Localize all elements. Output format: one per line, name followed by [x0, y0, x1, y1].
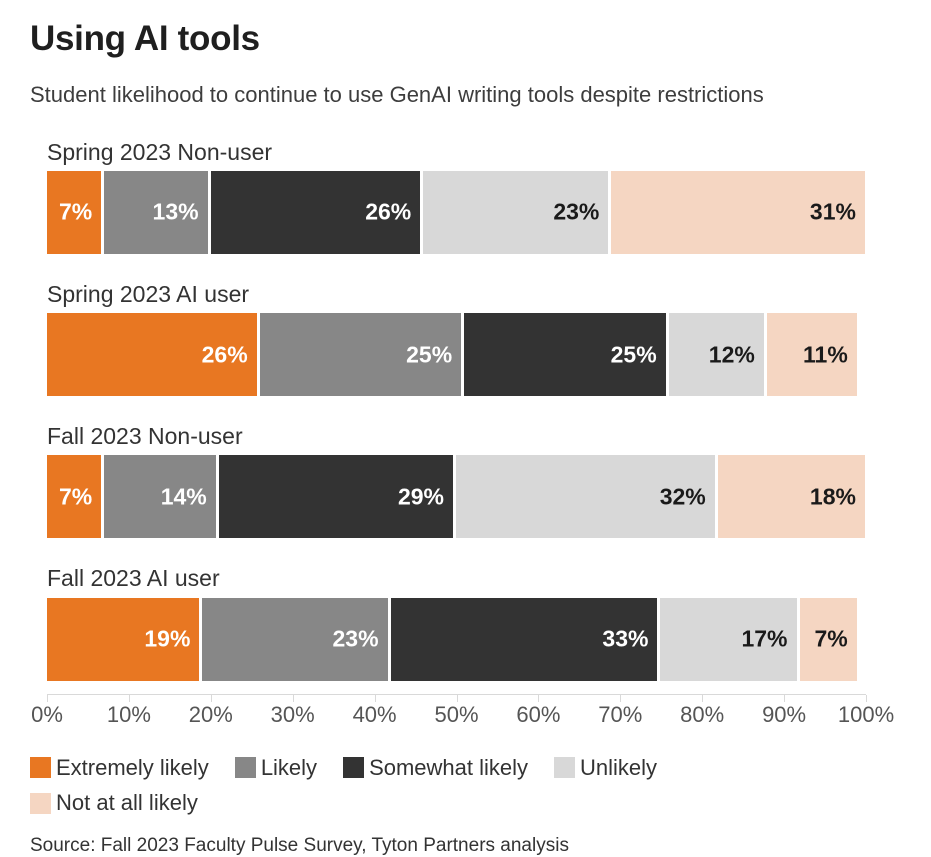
legend-label: Likely [260, 754, 318, 780]
axis-tick [128, 694, 130, 702]
segment-value-label: 25% [406, 341, 453, 368]
axis-tick-label: 50% [434, 701, 479, 727]
axis-tick [866, 694, 867, 702]
axis-tick-label: 80% [680, 701, 725, 727]
legend-item: Likely [234, 754, 318, 781]
axis-tick [702, 694, 704, 702]
segment-value-label: 14% [160, 483, 207, 510]
legend-item: Unlikely [554, 755, 657, 781]
legend-label: Unlikely [580, 754, 658, 780]
segment-value-label: 31% [809, 198, 856, 225]
axis-tick-label: 30% [270, 701, 315, 727]
axis-tick-label: 0% [31, 701, 63, 727]
bar-segment: 14% [104, 455, 219, 539]
stacked-bar: 7% 13% 26% 23% 31% [47, 170, 865, 254]
bar-segment: 29% [218, 455, 456, 539]
legend-label: Extremely likely [56, 754, 209, 780]
axis-tick [292, 694, 294, 702]
axis-tick [47, 694, 48, 702]
row-label: Fall 2023 Non-user [47, 423, 243, 450]
bar-segment: 25% [259, 313, 465, 397]
segment-value-label: 26% [365, 198, 412, 225]
bar-segment: 7% [47, 455, 105, 539]
axis-tick-label: 90% [762, 701, 807, 727]
bar-segment: 26% [210, 170, 424, 254]
segment-value-label: 13% [152, 198, 199, 225]
axis-tick-label: 20% [188, 701, 233, 727]
legend-swatch [30, 757, 51, 779]
row-label: Spring 2023 Non-user [47, 138, 273, 165]
bar-group: Fall 2023 AI user 19% 23% 33% 17% 7% [47, 565, 865, 681]
legend-label: Not at all likely [56, 790, 198, 816]
bar-group: Spring 2023 AI user 26% 25% 25% 12% 11% [47, 280, 865, 397]
row-label: Fall 2023 AI user [47, 565, 220, 592]
legend: Extremely likely Likely Somewhat likely Unl… [30, 755, 770, 817]
segment-value-label: 23% [553, 198, 600, 225]
axis-tick [784, 694, 786, 702]
segment-value-label: 32% [659, 483, 706, 510]
segment-value-label: 12% [708, 341, 755, 368]
bar-segment: 32% [455, 455, 718, 539]
bar-segment: 18% [717, 455, 865, 539]
legend-item: Extremely likely [30, 755, 209, 781]
axis-tick-label: 40% [352, 701, 397, 727]
bar-group: Spring 2023 Non-user 7% 13% 26% 23% 31% [47, 138, 865, 254]
segment-value-label: 23% [332, 625, 379, 652]
segment-value-label: 7% [814, 625, 848, 652]
segment-value-label: 29% [397, 483, 444, 510]
segment-value-label: 18% [809, 483, 856, 510]
chart: Spring 2023 Non-user 7% 13% 26% 23% 31% Spring… [47, 138, 865, 681]
bar-segment: 23% [202, 597, 391, 681]
bar-segment: 31% [611, 170, 865, 254]
legend-item: Not at all likely [30, 790, 198, 816]
axis-tick-label: 100% [837, 701, 895, 727]
bar-segment: 11% [766, 313, 857, 397]
axis-tick-label: 60% [516, 701, 561, 727]
bar-segment: 7% [47, 170, 105, 254]
legend-swatch [30, 792, 51, 814]
x-axis [47, 693, 867, 702]
page-title: Using AI tools [30, 19, 260, 58]
bar-segment: 7% [799, 597, 857, 681]
bar-segment: 33% [390, 597, 661, 681]
legend-item: Somewhat likely [343, 755, 528, 781]
bar-segment: 26% [47, 313, 260, 397]
segment-value-label: 7% [59, 483, 93, 510]
legend-swatch [343, 757, 365, 779]
legend-swatch [554, 757, 576, 779]
segment-value-label: 33% [602, 625, 649, 652]
bar-segment: 12% [668, 313, 767, 397]
segment-value-label: 25% [610, 341, 657, 368]
bar-segment: 17% [660, 597, 800, 681]
axis-tick-label: 70% [598, 701, 643, 727]
stacked-bar: 7% 14% 29% 32% 18% [47, 455, 865, 539]
legend-label: Somewhat likely [369, 754, 529, 780]
axis-tick [538, 694, 540, 702]
stacked-bar: 19% 23% 33% 17% 7% [47, 597, 865, 681]
chart-subtitle: Student likelihood to continue to use Ge… [30, 82, 764, 107]
stacked-bar: 26% 25% 25% 12% 11% [47, 313, 865, 397]
segment-value-label: 26% [201, 341, 248, 368]
bar-segment: 19% [47, 597, 203, 681]
row-label: Spring 2023 AI user [47, 280, 250, 307]
axis-tick [374, 694, 376, 702]
axis-tick [456, 694, 458, 702]
segment-value-label: 7% [59, 198, 93, 225]
axis-tick-label: 10% [106, 701, 151, 727]
axis-tick [620, 694, 622, 702]
bar-segment: 25% [464, 313, 669, 397]
source-note: Source: Fall 2023 Faculty Pulse Survey, … [30, 835, 569, 857]
segment-value-label: 11% [803, 341, 848, 368]
bar-group: Fall 2023 Non-user 7% 14% 29% 32% 18% [47, 423, 865, 539]
axis-tick [210, 694, 212, 702]
bar-segment: 23% [423, 170, 612, 254]
segment-value-label: 17% [741, 625, 788, 652]
x-axis-labels: 0% 10% 20% 30% 40% 50% 60% 70% 80% 90% 100% [31, 701, 894, 728]
legend-swatch [234, 757, 256, 779]
segment-value-label: 19% [144, 625, 191, 652]
bar-segment: 13% [104, 170, 211, 254]
